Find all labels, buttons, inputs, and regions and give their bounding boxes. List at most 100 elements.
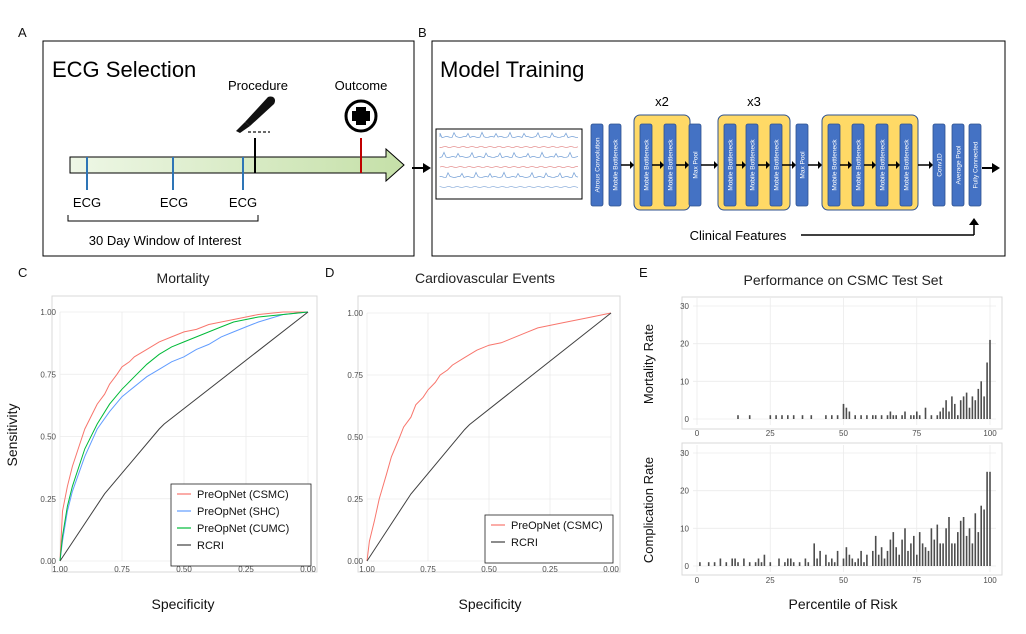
bar (945, 528, 947, 566)
complication-rate-ticks: 0 25 50 75 100 0 10 20 30 (680, 449, 997, 585)
bottleneck-group-4 (821, 114, 919, 211)
bar (957, 532, 959, 566)
repeat-x3-label: x3 (747, 94, 761, 109)
ecg-trace (439, 151, 579, 159)
x-tick-label: 50 (839, 429, 848, 438)
panel-a-title: ECG Selection (52, 57, 196, 82)
legend-entry: PreOpNet (CSMC) (511, 520, 603, 532)
bar (872, 550, 874, 566)
mortality-xlabel: Specificity (151, 596, 214, 612)
bar (804, 558, 807, 566)
panel-b: B Model Training x2 x3 Atrous Convolutio… (418, 25, 1006, 257)
repeat-x2-label: x2 (655, 94, 669, 109)
bar (810, 415, 813, 419)
x-tick-label: 1.00 (359, 565, 375, 574)
bar (980, 381, 982, 419)
bar (916, 411, 918, 419)
y-tick-label: 20 (680, 487, 689, 496)
panel-a: A ECG Selection Procedure Outcome ECG EC… (18, 25, 415, 257)
bar (866, 554, 868, 566)
mortality-rate-ylabel: Mortality Rate (641, 324, 656, 404)
bar (977, 388, 980, 419)
fc-block-label: Fully Connected (973, 141, 980, 188)
legend-entry: PreOpNet (CSMC) (197, 489, 289, 501)
bar (913, 415, 915, 419)
x-tick-label: 100 (983, 576, 997, 585)
bar (792, 415, 795, 419)
flow-arrowhead (896, 161, 900, 169)
bar (790, 558, 792, 566)
bar (889, 411, 892, 419)
bar (860, 550, 862, 566)
timeline-arrow (69, 147, 405, 183)
bar (965, 392, 968, 419)
flow-arrowhead (685, 161, 689, 169)
bar (828, 562, 830, 566)
x-tick-label: 0.25 (542, 565, 558, 574)
atrous-block-label: Atrous Convolution (595, 137, 602, 192)
bar (842, 558, 845, 566)
bar (968, 528, 971, 566)
legend-box (170, 483, 312, 567)
bar (857, 558, 859, 566)
bar (959, 520, 962, 566)
ecg-trace (439, 171, 579, 179)
roc-curve (59, 311, 309, 562)
bar (901, 415, 903, 419)
bar (898, 554, 900, 566)
bar (784, 562, 786, 566)
y-tick-label: 0.00 (347, 557, 363, 566)
bar (854, 562, 856, 566)
bar (983, 509, 985, 566)
bar (983, 396, 985, 419)
bar (725, 562, 728, 566)
maxpool-block-label: Max Pool (693, 151, 700, 179)
x-tick-label: 50 (839, 576, 848, 585)
ecg-label: ECG (229, 195, 257, 210)
bar (831, 558, 833, 566)
bar (699, 562, 701, 566)
mobile-block-label: Mobile Bottleneck (832, 139, 839, 191)
bar (754, 562, 757, 566)
panel-e-letter: E (639, 265, 648, 280)
bar (769, 415, 772, 419)
legend-box (484, 514, 614, 564)
bar (848, 411, 851, 419)
legend-entry: RCRI (197, 540, 224, 552)
ecg-label: ECG (73, 195, 101, 210)
mobile-block-label: Mobile Bottleneck (880, 139, 887, 191)
mortality-rate-bars (737, 339, 991, 419)
flow-arrowhead (818, 161, 822, 169)
y-tick-label: 0 (685, 562, 690, 571)
atrous-block (590, 123, 604, 207)
bar (933, 539, 936, 566)
bar (831, 415, 833, 419)
bar (989, 339, 991, 419)
window-bracket (67, 215, 259, 222)
bar (945, 400, 947, 419)
mortality-chart-title: Mortality (157, 270, 210, 286)
bar (886, 550, 889, 566)
bar (883, 558, 886, 566)
flow-arrowhead (714, 161, 718, 169)
mortality-legend: PreOpNet (CSMC) PreOpNet (SHC) PreOpNet (C… (170, 483, 312, 567)
bar (880, 547, 883, 566)
bar (760, 562, 763, 566)
procedure-label: Procedure (228, 78, 288, 93)
roc-curve (59, 311, 309, 562)
cv-curves (366, 312, 612, 562)
performance-title: Performance on CSMC Test Set (744, 272, 943, 288)
cv-legend: PreOpNet (CSMC) RCRI (484, 514, 614, 564)
y-tick-label: 0.25 (40, 495, 56, 504)
bar (921, 543, 924, 566)
bar (977, 532, 980, 566)
bar (833, 562, 836, 566)
cv-ticks: 1.00 0.75 0.50 0.25 0.00 0.00 0.25 0.50 0.75 1.00 (347, 309, 619, 574)
bar (787, 415, 789, 419)
bar (924, 547, 927, 566)
bar (913, 535, 915, 566)
flow-arrowhead (792, 161, 796, 169)
bar (886, 415, 889, 419)
bar (854, 415, 856, 419)
x-tick-label: 0 (695, 576, 700, 585)
